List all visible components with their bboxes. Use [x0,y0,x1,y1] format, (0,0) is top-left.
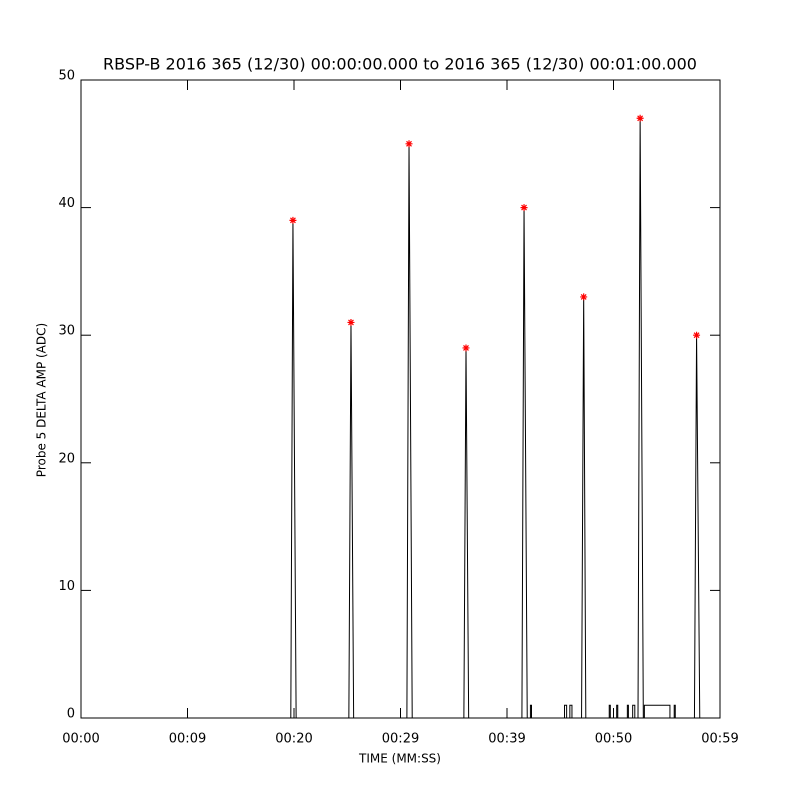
y-tick-label: 10 [58,579,75,594]
chart-title: RBSP-B 2016 365 (12/30) 00:00:00.000 to … [103,55,697,74]
peak-marker [347,318,355,326]
y-tick-label: 30 [58,324,75,339]
data-line [81,118,710,719]
peak-marker [520,204,528,212]
y-axis-label: Probe 5 DELTA AMP (ADC) [35,323,49,477]
x-tick-label: 00:00 [62,732,99,747]
y-tick-label: 50 [58,69,75,84]
x-tick-label: 00:09 [169,732,206,747]
peak-marker [405,140,413,148]
x-tick-label: 00:59 [701,732,738,747]
x-tick-label: 00:29 [382,732,419,747]
x-axis-label: TIME (MM:SS) [358,752,441,766]
peak-marker [289,216,297,224]
y-tick-label: 40 [58,196,75,211]
peak-marker [636,114,644,122]
peak-marker [693,331,701,339]
peak-marker [580,293,588,301]
x-tick-label: 00:39 [488,732,525,747]
peak-marker [462,344,470,352]
y-tick-label: 0 [67,707,75,722]
y-tick-label: 20 [58,451,75,466]
x-tick-label: 00:50 [595,732,632,747]
x-tick-label: 00:20 [275,732,312,747]
